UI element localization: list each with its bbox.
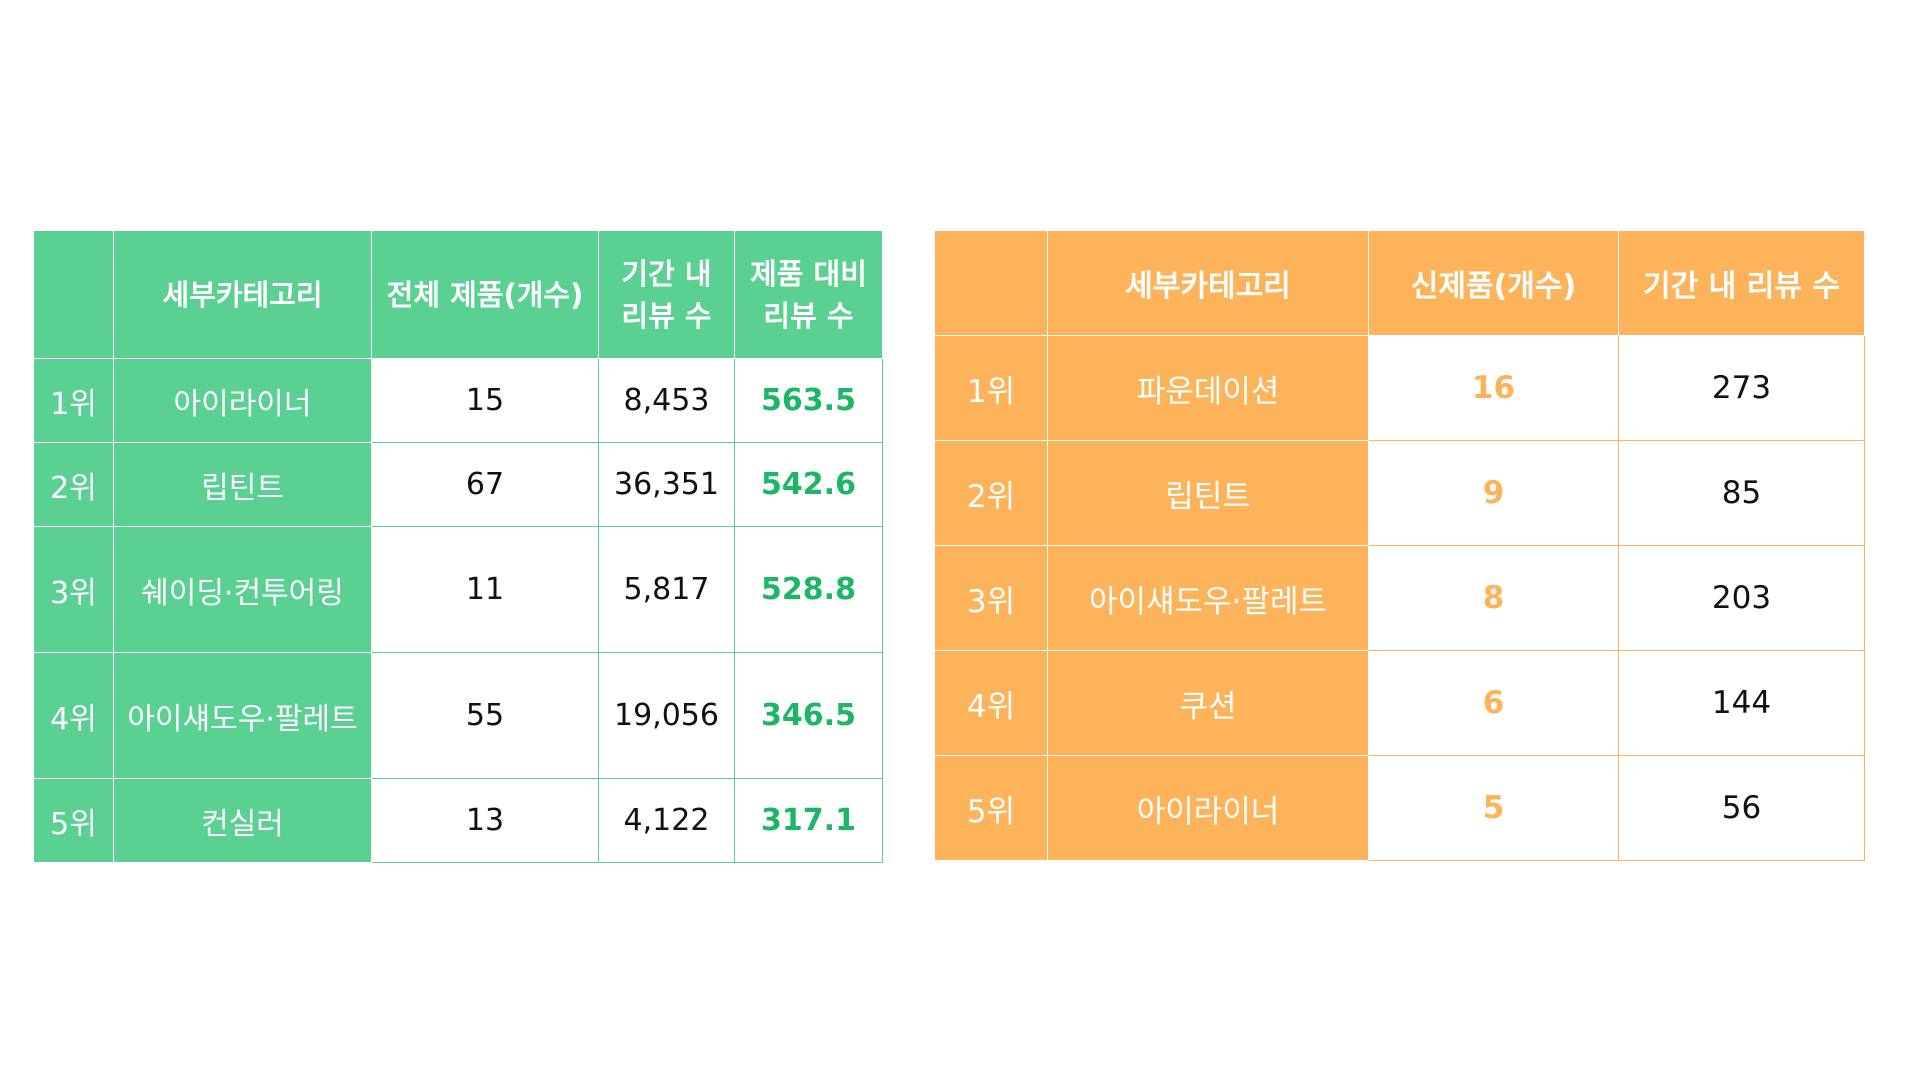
category-cell: 파운데이션 <box>1047 335 1369 441</box>
header-rank <box>33 230 114 359</box>
rank-cell: 2위 <box>33 442 114 527</box>
table-header-row: 세부카테고리 전체 제품(개수) 기간 내 리뷰 수 제품 대비 리뷰 수 <box>33 230 883 359</box>
ratio-cell: 317.1 <box>734 778 883 863</box>
category-cell: 쉐이딩·컨투어링 <box>113 526 372 653</box>
ratio-cell: 346.5 <box>734 652 883 779</box>
new-products-cell: 8 <box>1368 545 1619 651</box>
table-row: 3위 아이섀도우·팔레트 8 203 <box>934 545 1865 651</box>
rank-cell: 2위 <box>934 440 1048 546</box>
review-ratio-table: 세부카테고리 전체 제품(개수) 기간 내 리뷰 수 제품 대비 리뷰 수 1위… <box>33 230 883 863</box>
table-row: 5위 컨실러 13 4,122 317.1 <box>33 778 883 863</box>
table-row: 5위 아이라이너 5 56 <box>934 755 1865 861</box>
reviews-cell: 144 <box>1618 650 1865 756</box>
reviews-cell: 19,056 <box>598 652 735 779</box>
table-row: 2위 립틴트 67 36,351 542.6 <box>33 442 883 527</box>
header-total-products: 전체 제품(개수) <box>371 230 599 359</box>
reviews-cell: 5,817 <box>598 526 735 653</box>
rank-cell: 5위 <box>33 778 114 863</box>
category-cell: 쿠션 <box>1047 650 1369 756</box>
reviews-cell: 36,351 <box>598 442 735 527</box>
category-cell: 아이섀도우·팔레트 <box>1047 545 1369 651</box>
rank-cell: 5위 <box>934 755 1048 861</box>
total-products-cell: 11 <box>371 526 599 653</box>
category-cell: 립틴트 <box>113 442 372 527</box>
ratio-cell: 542.6 <box>734 442 883 527</box>
header-reviews-per-product: 제품 대비 리뷰 수 <box>734 230 883 359</box>
table-row: 4위 아이섀도우·팔레트 55 19,056 346.5 <box>33 652 883 779</box>
header-subcategory: 세부카테고리 <box>1047 230 1369 336</box>
ratio-cell: 563.5 <box>734 358 883 443</box>
table-row: 3위 쉐이딩·컨투어링 11 5,817 528.8 <box>33 526 883 653</box>
table-row: 1위 아이라이너 15 8,453 563.5 <box>33 358 883 443</box>
category-cell: 아이라이너 <box>1047 755 1369 861</box>
table-row: 4위 쿠션 6 144 <box>934 650 1865 756</box>
category-cell: 컨실러 <box>113 778 372 863</box>
new-products-cell: 9 <box>1368 440 1619 546</box>
new-products-cell: 16 <box>1368 335 1619 441</box>
total-products-cell: 67 <box>371 442 599 527</box>
category-cell: 립틴트 <box>1047 440 1369 546</box>
table-row: 2위 립틴트 9 85 <box>934 440 1865 546</box>
total-products-cell: 13 <box>371 778 599 863</box>
rank-cell: 3위 <box>934 545 1048 651</box>
reviews-cell: 203 <box>1618 545 1865 651</box>
header-new-products: 신제품(개수) <box>1368 230 1619 336</box>
reviews-cell: 56 <box>1618 755 1865 861</box>
header-rank <box>934 230 1048 336</box>
reviews-cell: 273 <box>1618 335 1865 441</box>
rank-cell: 1위 <box>33 358 114 443</box>
table-row: 1위 파운데이션 16 273 <box>934 335 1865 441</box>
header-period-reviews: 기간 내 리뷰 수 <box>598 230 735 359</box>
rank-cell: 4위 <box>33 652 114 779</box>
total-products-cell: 15 <box>371 358 599 443</box>
header-subcategory: 세부카테고리 <box>113 230 372 359</box>
category-cell: 아이라이너 <box>113 358 372 443</box>
reviews-cell: 4,122 <box>598 778 735 863</box>
new-products-table: 세부카테고리 신제품(개수) 기간 내 리뷰 수 1위 파운데이션 16 273… <box>934 230 1865 861</box>
rank-cell: 4위 <box>934 650 1048 756</box>
rank-cell: 1위 <box>934 335 1048 441</box>
ratio-cell: 528.8 <box>734 526 883 653</box>
new-products-cell: 5 <box>1368 755 1619 861</box>
new-products-cell: 6 <box>1368 650 1619 756</box>
total-products-cell: 55 <box>371 652 599 779</box>
reviews-cell: 8,453 <box>598 358 735 443</box>
rank-cell: 3위 <box>33 526 114 653</box>
reviews-cell: 85 <box>1618 440 1865 546</box>
table-header-row: 세부카테고리 신제품(개수) 기간 내 리뷰 수 <box>934 230 1865 336</box>
category-cell: 아이섀도우·팔레트 <box>113 652 372 779</box>
header-period-reviews: 기간 내 리뷰 수 <box>1618 230 1865 336</box>
